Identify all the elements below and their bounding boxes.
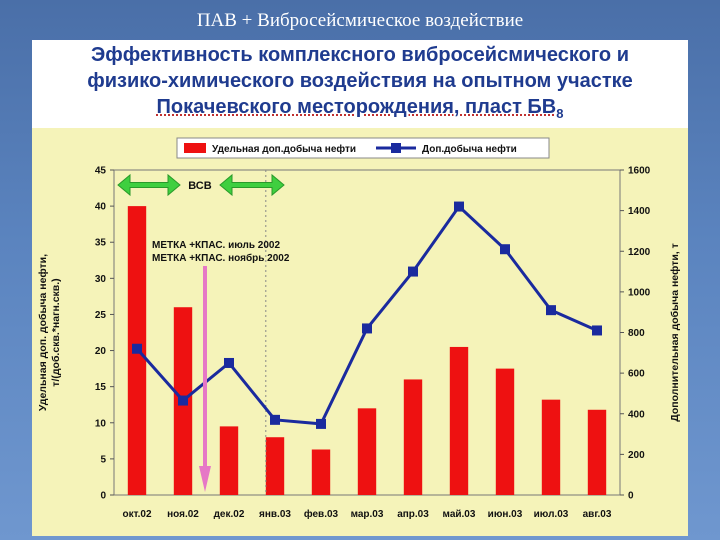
bar [587,409,607,495]
x-tick-label: мар.03 [351,509,384,520]
heading-line-3: Покачевского месторождения, пласт БВ8 [32,94,688,127]
x-tick-label: июл.03 [534,509,569,520]
x-tick-label: июн.03 [488,509,523,520]
y-right-tick-label: 0 [628,491,634,502]
x-tick-label: дек.02 [214,509,245,520]
chart-heading: Эффективность комплексного вибросейсмиче… [32,42,688,127]
heading-line-1: Эффективность комплексного вибросейсмиче… [91,44,629,66]
green-arrow-left [117,173,181,197]
legend-line-label: Доп.добыча нефти [422,143,517,155]
y-left-tick-label: 5 [100,454,106,465]
y-right-axis-title: Дополнительная добыча нефти, т [669,243,681,422]
x-tick-label: авг.03 [583,509,612,520]
legend-box [176,137,550,159]
x-tick-label: апр.03 [397,509,429,520]
line-point [224,357,234,368]
y-right-tick-label: 600 [628,369,645,380]
x-tick-label: фев.03 [304,508,339,520]
y-right-tick-label: 200 [628,450,645,461]
line-point [270,414,280,425]
y-right-tick-label: 1400 [628,206,651,217]
bar [311,449,331,495]
bar [219,426,239,495]
legend-bar-label: Удельная доп.добыча нефти [212,143,356,155]
bar [495,368,515,495]
bar [541,399,561,495]
legend-bar-swatch [184,143,206,153]
line-point [132,343,142,354]
y-left-tick-label: 30 [95,274,107,285]
line-point [454,201,464,212]
bar [357,408,377,495]
y-left-tick-label: 20 [95,346,107,357]
y-right-tick-label: 1600 [628,166,651,177]
y-left-tick-label: 40 [95,202,107,213]
x-tick-label: ноя.02 [167,509,199,520]
line-point [178,395,188,406]
slide-title: ПАВ + Вибросейсмическое воздействие [196,10,524,31]
y-left-tick-label: 35 [95,238,107,249]
y-right-tick-label: 800 [628,328,645,339]
pink-arrow-shaft [203,266,207,466]
y-right-tick-label: 1000 [628,287,651,298]
x-tick-label: янв.03 [259,509,291,520]
bar [265,437,285,495]
y-left-axis-title-1: Удельная доп. добыча нефти, [37,254,49,411]
y-left-tick-label: 25 [95,310,107,321]
green-arrow-right [219,173,285,197]
annotation-line-2: МЕТКА +КПАС. ноябрь 2002 [152,252,290,264]
legend-line-marker [391,143,401,153]
line-point [546,305,556,316]
annotation-line-1: МЕТКА +КПАС. июль 2002 [152,240,280,251]
line-point [500,244,510,255]
pink-arrow-head [199,466,211,492]
y-left-tick-label: 45 [95,166,107,177]
y-left-axis-title-2: т/(доб.скв.*нагн.скв.) [50,278,62,386]
heading-line-3-text: Покачевского месторождения, пласт БВ [156,96,557,118]
y-right-tick-label: 400 [628,409,645,420]
line-point [362,323,372,334]
y-left-tick-label: 10 [95,418,107,429]
heading-subscript: 8 [556,106,564,121]
combo-chart: 0 5 10 15 20 25 30 35 40 45 0 200 400 600 800 1000 1200 1… [37,137,681,520]
bar [403,379,423,495]
y-right-tick-label: 1200 [628,247,651,258]
heading-line-2: физико-химического воздействия на опытно… [87,70,633,92]
bar [449,346,469,495]
line-point [592,325,602,336]
line-point [316,418,326,429]
x-tick-label: май.03 [443,509,476,520]
y-left-tick-label: 0 [100,491,106,502]
x-tick-label: окт.02 [122,509,151,520]
arrow-label: ВСВ [188,180,211,192]
line-point [408,266,418,277]
content-panel: Эффективность комплексного вибросейсмиче… [32,40,688,536]
y-left-tick-label: 15 [95,382,107,393]
